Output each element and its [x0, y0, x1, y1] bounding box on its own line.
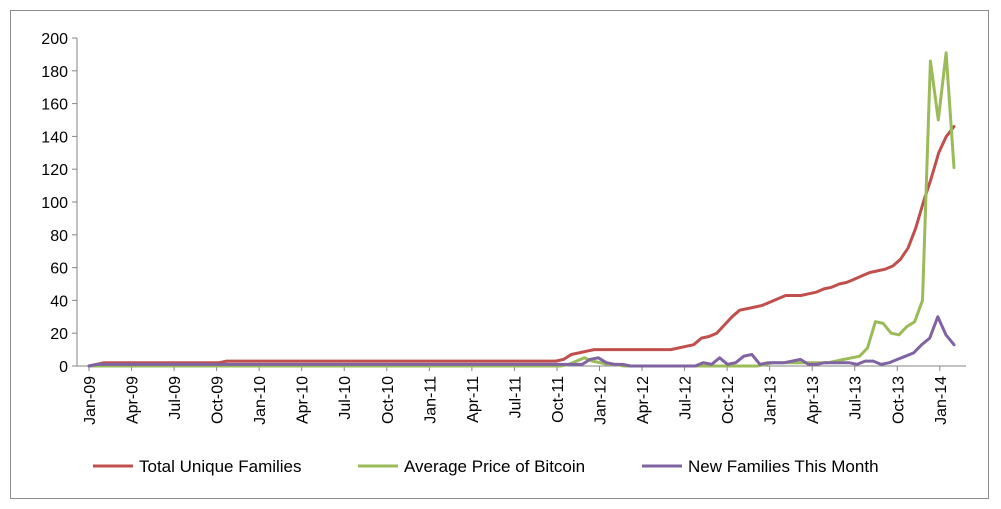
y-tick-label: 100: [41, 195, 68, 212]
x-tick-label: Jul-10: [337, 376, 354, 420]
series-line-2: [87, 51, 956, 368]
y-tick-label: 60: [50, 261, 68, 278]
x-tick-label: Apr-11: [465, 376, 482, 423]
x-tick-label: Apr-12: [635, 376, 652, 424]
y-tick-label: 180: [41, 64, 68, 81]
x-tick-label: Jul-13: [848, 376, 865, 420]
y-tick-label: 40: [50, 293, 68, 310]
legend-label: Total Unique Families: [139, 457, 302, 476]
x-tick-label: Jan-10: [252, 376, 269, 425]
y-tick-label: 20: [50, 326, 68, 343]
series-line-3: [87, 315, 956, 368]
legend-label: New Families This Month: [688, 457, 879, 476]
x-axis: Jan-09 Apr-09 Jul-09 Oct-09 Jan-10 Apr-10 Jul-…: [77, 365, 966, 425]
y-tick-label: 160: [41, 97, 68, 114]
x-tick-label: Apr-10: [295, 376, 312, 424]
x-tick-label: Oct-10: [380, 376, 397, 424]
legend: Total Unique Families Average Price of Bi…: [93, 457, 879, 476]
x-tick-label: Oct-09: [210, 376, 227, 424]
x-tick-label: Jul-12: [678, 376, 695, 420]
x-tick-label: Jan-11: [422, 376, 439, 424]
y-tick-label: 0: [59, 359, 68, 376]
x-tick-label: Jan-13: [763, 376, 780, 425]
y-tick-label: 200: [41, 31, 68, 48]
x-tick-label: Jan-09: [82, 376, 99, 425]
y-tick-label: 140: [41, 129, 68, 146]
series-line-1: [87, 125, 956, 368]
y-tick-label: 120: [41, 162, 68, 179]
x-tick-label: Jul-11: [507, 376, 524, 418]
y-tick-label: 80: [50, 228, 68, 245]
x-tick-label: Jan-14: [933, 376, 950, 425]
line-chart: 0 20 40 60 80 100 120 140 160 180 200 Jan-09 Apr-09…: [41, 31, 966, 476]
x-tick-label: Oct-13: [890, 376, 907, 424]
legend-label: Average Price of Bitcoin: [404, 457, 585, 476]
x-tick-label: Oct-11: [550, 376, 567, 423]
chart-frame: 0 20 40 60 80 100 120 140 160 180 200 Jan-09 Apr-09…: [10, 10, 989, 499]
x-tick-label: Apr-13: [805, 376, 822, 424]
series-lines: [87, 51, 956, 368]
x-tick-label: Jul-09: [167, 376, 184, 420]
x-tick-label: Jan-12: [592, 376, 609, 425]
x-tick-label: Apr-09: [125, 376, 142, 424]
x-tick-label: Oct-12: [720, 376, 737, 424]
y-axis: 0 20 40 60 80 100 120 140 160 180 200: [41, 31, 78, 376]
